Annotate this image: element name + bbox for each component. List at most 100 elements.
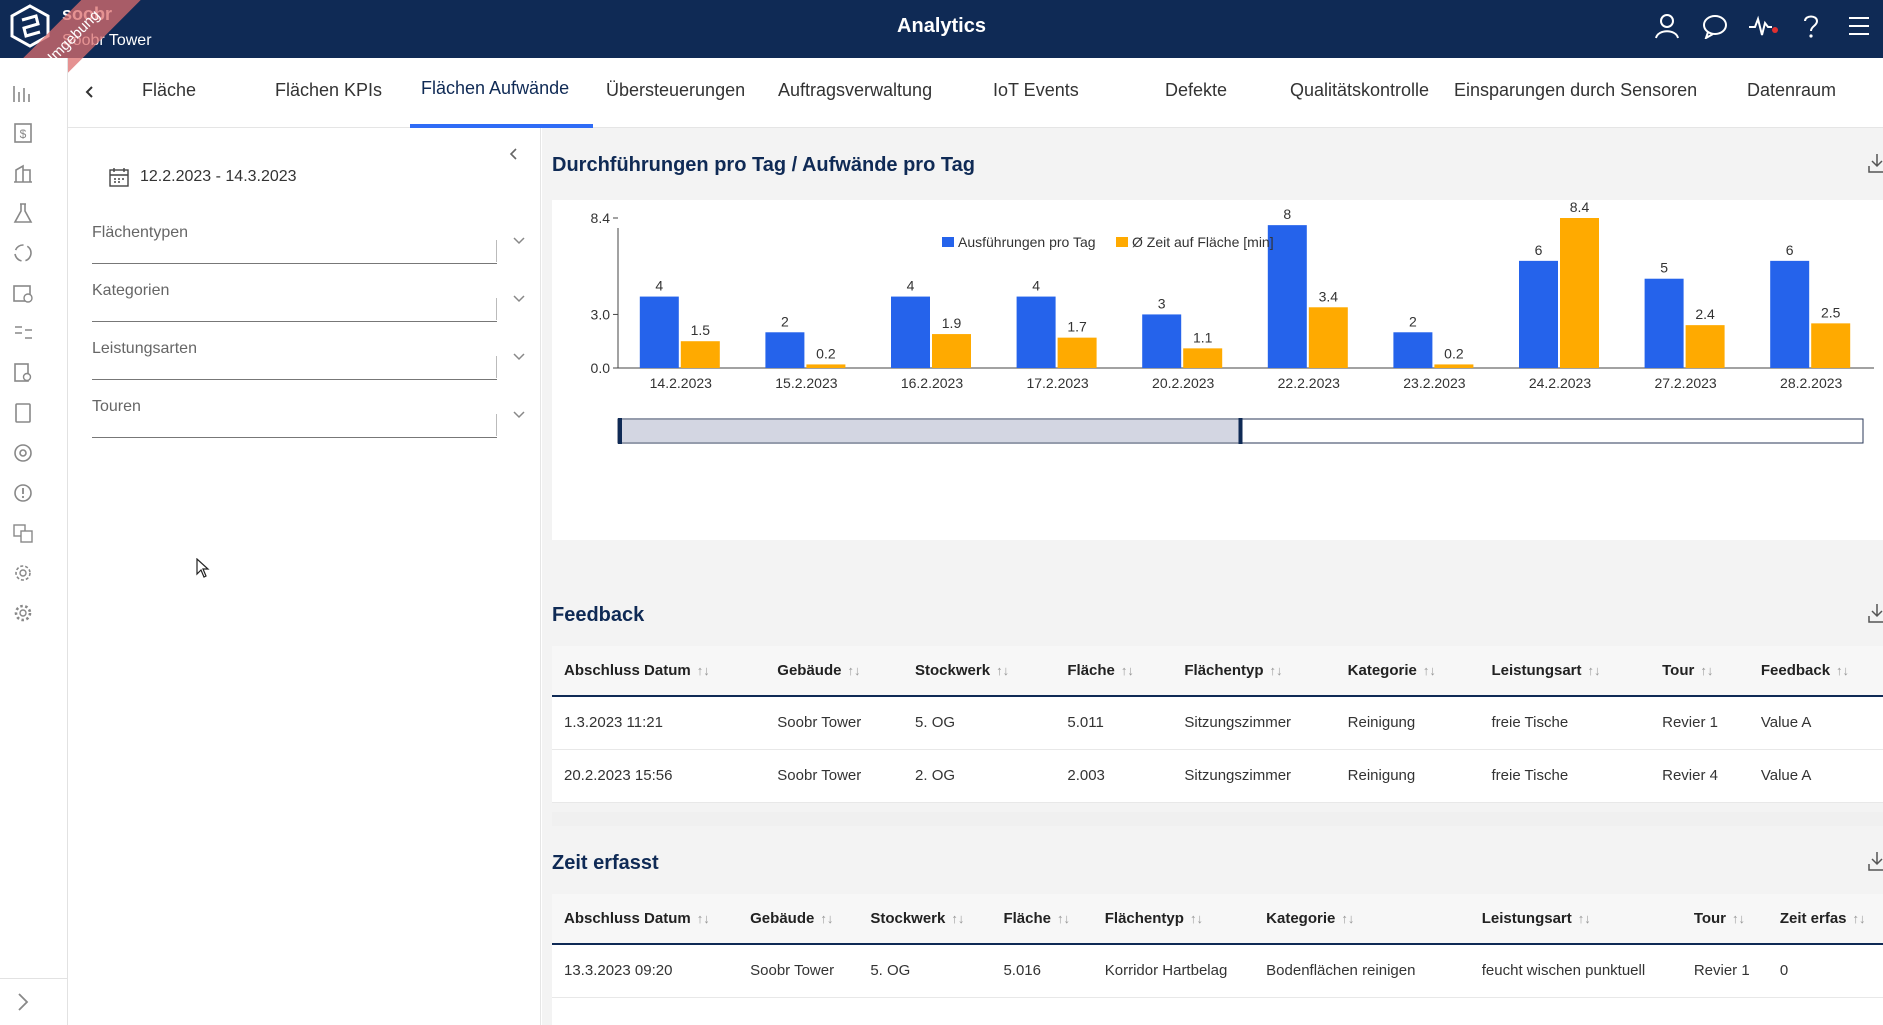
download-icon[interactable] <box>1867 152 1883 174</box>
user-icon[interactable] <box>1643 0 1691 52</box>
tab-defekte[interactable]: Defekte <box>1165 80 1228 100</box>
sort-icon[interactable]: ↑↓ <box>1836 663 1850 678</box>
zoom-handle-right[interactable] <box>1238 418 1243 444</box>
column-header[interactable]: Stockwerk ↑↓ <box>858 894 992 945</box>
flask-icon[interactable] <box>10 200 36 226</box>
x-tick-label: 15.2.2023 <box>775 375 837 391</box>
activity-icon[interactable] <box>1739 0 1787 52</box>
sort-icon[interactable]: ↑↓ <box>847 663 861 678</box>
tab-auftragsverwaltung[interactable]: Auftragsverwaltung <box>778 80 933 100</box>
tablet-icon[interactable] <box>10 400 36 426</box>
sort-icon[interactable]: ↑↓ <box>996 663 1010 678</box>
download-icon[interactable] <box>1867 602 1883 624</box>
sort-icon[interactable]: ↑↓ <box>1852 911 1866 926</box>
tabs-scroll-left-icon[interactable] <box>80 82 100 102</box>
column-header[interactable]: Flächentyp ↑↓ <box>1172 646 1336 697</box>
tab-flaeche[interactable]: Fläche <box>142 80 197 100</box>
table-row[interactable]: 20.2.2023 15:56 Soobr Tower 2. OG 2.003 Sitz… <box>552 749 1883 803</box>
document-search-icon[interactable] <box>10 360 36 386</box>
table-cell: freie Tische <box>1479 696 1651 750</box>
zoom-handle-left[interactable] <box>618 418 622 444</box>
column-header[interactable]: Tour ↑↓ <box>1681 894 1768 945</box>
expand-rail-icon[interactable] <box>10 989 36 1015</box>
sort-icon[interactable]: ↑↓ <box>696 911 710 926</box>
column-header[interactable]: Gebäude ↑↓ <box>765 646 904 697</box>
column-header[interactable]: Abschluss Datum ↑↓ <box>552 646 766 697</box>
select-label: Kategorien <box>92 282 170 299</box>
collapse-filter-icon[interactable] <box>506 146 522 162</box>
sort-icon[interactable]: ↑↓ <box>820 911 834 926</box>
tab-datenraum[interactable]: Datenraum <box>1747 80 1837 100</box>
sort-icon[interactable]: ↑↓ <box>1120 663 1134 678</box>
sort-icon[interactable]: ↑↓ <box>1056 911 1070 926</box>
feedback-table-scrollbar[interactable] <box>552 812 1883 826</box>
select-flaechentypen[interactable]: Flächentypen <box>92 220 525 264</box>
tasks-icon[interactable] <box>10 320 36 346</box>
tab-einsparungen[interactable]: Einsparungen durch Sensoren <box>1454 80 1698 100</box>
zoom-selection[interactable] <box>620 420 1241 442</box>
column-header-label: Tour <box>1662 662 1695 679</box>
column-header[interactable]: Fläche ↑↓ <box>991 894 1093 945</box>
column-header[interactable]: Kategorie ↑↓ <box>1335 646 1480 697</box>
sensor-icon[interactable] <box>10 440 36 466</box>
column-header[interactable]: Tour ↑↓ <box>1650 646 1749 697</box>
column-header[interactable]: Leistungsart ↑↓ <box>1479 646 1651 697</box>
bar-data-label: 3.4 <box>1319 288 1339 304</box>
x-tick-label: 20.2.2023 <box>1152 375 1214 391</box>
tab-iot-events[interactable]: IoT Events <box>993 80 1079 100</box>
column-header[interactable]: Kategorie ↑↓ <box>1254 894 1470 945</box>
sort-icon[interactable]: ↑↓ <box>1269 663 1283 678</box>
column-header[interactable]: Leistungsart ↑↓ <box>1469 894 1682 945</box>
select-leistungsarten[interactable]: Leistungsarten <box>92 336 525 380</box>
sort-icon[interactable]: ↑↓ <box>1422 663 1436 678</box>
sort-icon[interactable]: ↑↓ <box>1732 911 1746 926</box>
chat-icon[interactable] <box>1691 0 1739 52</box>
alert-icon[interactable] <box>10 480 36 506</box>
tab-qualitaetskontrolle[interactable]: Qualitätskontrolle <box>1290 80 1430 100</box>
tab-flaechen-kpis[interactable]: Flächen KPIs <box>275 80 383 100</box>
calendar-clock-icon[interactable] <box>10 280 36 306</box>
column-header[interactable]: Fläche ↑↓ <box>1055 646 1173 697</box>
feedback-table: Abschluss Datum ↑↓ Gebäude ↑↓ Stockwerk ↑↓ Flä… <box>552 646 1883 803</box>
chart-bar <box>806 364 846 368</box>
column-header[interactable]: Abschluss Datum ↑↓ <box>552 894 739 945</box>
help-icon[interactable] <box>1787 0 1835 52</box>
table-cell: 5. OG <box>903 696 1056 750</box>
tab-uebersteuerungen[interactable]: Übersteuerungen <box>606 80 746 100</box>
date-range-picker[interactable]: 12.2.2023 - 14.3.2023 <box>108 166 297 188</box>
dollar-icon[interactable]: $ <box>10 120 36 146</box>
menu-icon[interactable] <box>1835 0 1883 52</box>
column-header-label: Zeit erfas <box>1779 910 1847 927</box>
select-touren[interactable]: Touren <box>92 394 525 438</box>
building-icon[interactable] <box>10 160 36 186</box>
cycle-icon[interactable] <box>10 240 36 266</box>
sort-icon[interactable]: ↑↓ <box>1341 911 1355 926</box>
column-header[interactable]: Flächentyp ↑↓ <box>1092 894 1255 945</box>
table-row[interactable]: 1.3.2023 11:21 Soobr Tower 5. OG 5.011 Sitzu… <box>552 696 1883 750</box>
translate-icon[interactable] <box>10 520 36 546</box>
column-header[interactable]: Stockwerk ↑↓ <box>903 646 1056 697</box>
download-icon[interactable] <box>1867 850 1883 872</box>
column-header[interactable]: Zeit erfas ↑↓ <box>1767 894 1883 945</box>
sort-icon[interactable]: ↑↓ <box>696 663 710 678</box>
soobr-logo[interactable] <box>8 4 52 48</box>
sort-icon[interactable]: ↑↓ <box>1700 663 1714 678</box>
tab-flaechen-aufwaende[interactable]: Flächen Aufwände <box>421 78 570 98</box>
table-row[interactable]: 13.3.2023 09:20 Soobr Tower 5. OG 5.016 Korr… <box>552 944 1883 998</box>
chart-nav-icon[interactable] <box>10 80 36 106</box>
column-header[interactable]: Gebäude ↑↓ <box>738 894 859 945</box>
chevron-down-icon <box>513 237 525 245</box>
column-header[interactable]: Feedback ↑↓ <box>1748 646 1883 697</box>
sort-icon[interactable]: ↑↓ <box>1587 663 1601 678</box>
sort-icon[interactable]: ↑↓ <box>1577 911 1591 926</box>
chart-bar <box>1267 225 1307 368</box>
select-kategorien[interactable]: Kategorien <box>92 278 525 322</box>
chart-bar <box>1057 337 1097 368</box>
gear-icon[interactable] <box>10 600 36 626</box>
column-header-label: Kategorie <box>1347 662 1417 679</box>
sort-icon[interactable]: ↑↓ <box>951 911 965 926</box>
svg-text:$: $ <box>20 127 27 141</box>
team-settings-icon[interactable] <box>10 560 36 586</box>
sort-icon[interactable]: ↑↓ <box>1189 911 1203 926</box>
table-cell: Value A <box>1748 696 1883 750</box>
